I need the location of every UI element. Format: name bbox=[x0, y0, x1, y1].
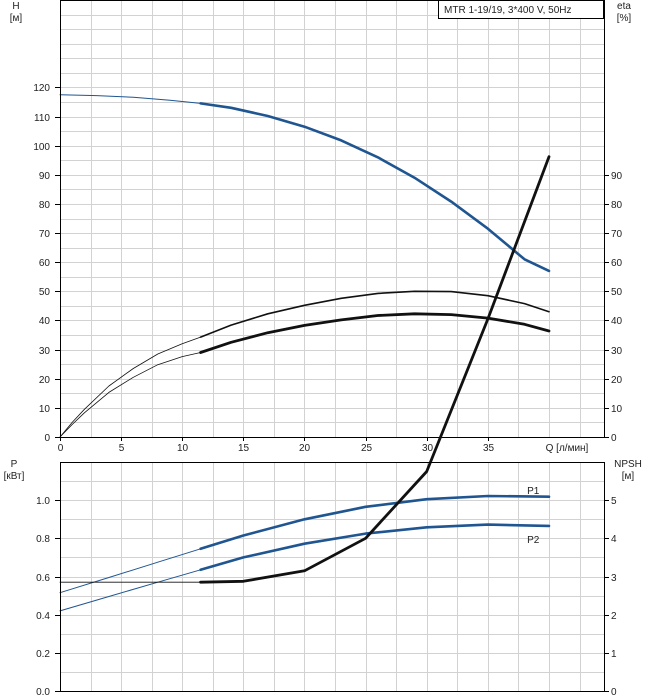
series-p2-thick bbox=[199, 523, 551, 572]
x-tick-label: 25 bbox=[361, 443, 373, 454]
right-tick-label: 5 bbox=[611, 496, 617, 507]
top-grid bbox=[60, 0, 604, 437]
x-tick-label: 20 bbox=[299, 443, 311, 454]
series-npsh-thick bbox=[199, 155, 551, 584]
right-tick-label: 20 bbox=[611, 375, 623, 386]
left-tick-label: 0.4 bbox=[36, 611, 50, 622]
series-eta-lower-thin bbox=[59, 352, 201, 438]
bottom-left-axis-unit: [кВт] bbox=[4, 471, 25, 482]
top-plot-frame bbox=[60, 0, 605, 438]
right-tick-label: 1 bbox=[611, 649, 617, 660]
left-tick-label: 0 bbox=[44, 433, 50, 444]
series-eta-upper-thin bbox=[59, 336, 201, 438]
bottom-left-axis-label: P bbox=[11, 459, 18, 470]
top-left-axis-label: H bbox=[12, 1, 19, 12]
series-p1-thick bbox=[199, 494, 551, 551]
x-tick-label: 35 bbox=[483, 443, 495, 454]
bottom-ticks: 0.0 0.2 0.4 0.6 0.8 1.0 0 1 2 3 4 5 bbox=[36, 496, 617, 698]
right-tick-label: 0 bbox=[611, 687, 617, 698]
left-tick-label: 80 bbox=[39, 200, 51, 211]
series-label-p1: P1 bbox=[527, 486, 540, 497]
right-tick-label: 80 bbox=[611, 200, 623, 211]
legend-box-frame bbox=[438, 0, 604, 19]
left-tick-label: 1.0 bbox=[36, 496, 50, 507]
series-p2-thin bbox=[59, 569, 202, 612]
bottom-grid bbox=[60, 462, 604, 691]
right-tick-label: 60 bbox=[611, 258, 623, 269]
left-tick-label: 10 bbox=[39, 404, 51, 415]
right-tick-label: 40 bbox=[611, 316, 623, 327]
left-tick-label: 100 bbox=[33, 142, 50, 153]
x-tick-label: 10 bbox=[177, 443, 189, 454]
right-tick-label: 0 bbox=[611, 433, 617, 444]
bottom-right-axis-label: NPSH bbox=[614, 459, 642, 470]
right-tick-label: 70 bbox=[611, 229, 623, 240]
top-left-axis-unit: [м] bbox=[10, 13, 23, 24]
top-right-axis-label: eta bbox=[617, 1, 631, 12]
left-tick-label: 0.0 bbox=[36, 687, 50, 698]
right-tick-label: 10 bbox=[611, 404, 623, 415]
series-p1-thin bbox=[59, 548, 202, 594]
left-tick-label: 0.8 bbox=[36, 534, 50, 545]
series-h-thick bbox=[199, 102, 551, 273]
top-series bbox=[59, 94, 551, 438]
left-tick-label: 40 bbox=[39, 316, 51, 327]
x-tick-label: 15 bbox=[238, 443, 250, 454]
left-tick-label: 0.2 bbox=[36, 649, 50, 660]
top-ticks: 0102030405060708090100110120010203040506… bbox=[33, 83, 622, 454]
bottom-series bbox=[59, 155, 551, 612]
series-label-p2: P2 bbox=[527, 535, 540, 546]
left-tick-label: 60 bbox=[39, 258, 51, 269]
top-right-axis-unit: [%] bbox=[617, 13, 632, 24]
left-tick-label: 30 bbox=[39, 346, 51, 357]
right-tick-label: 50 bbox=[611, 287, 623, 298]
left-tick-label: 0.6 bbox=[36, 573, 50, 584]
left-tick-label: 50 bbox=[39, 287, 51, 298]
right-tick-label: 90 bbox=[611, 171, 623, 182]
left-tick-label: 90 bbox=[39, 171, 51, 182]
x-axis-label: Q [л/мин] bbox=[546, 443, 589, 454]
x-tick-label: 5 bbox=[119, 443, 125, 454]
head-efficiency-panel: 0102030405060708090100110120010203040506… bbox=[10, 0, 632, 454]
x-tick-label: 0 bbox=[58, 443, 64, 454]
right-tick-label: 30 bbox=[611, 346, 623, 357]
series-h-thin bbox=[59, 94, 202, 104]
series-eta-upper-thick bbox=[199, 290, 550, 338]
x-tick-label: 30 bbox=[422, 443, 434, 454]
right-tick-label: 3 bbox=[611, 573, 617, 584]
power-npsh-panel: 0.0 0.2 0.4 0.6 0.8 1.0 0 1 2 3 4 5 P [кВт] NPSH [м… bbox=[4, 155, 642, 698]
right-tick-label: 4 bbox=[611, 534, 617, 545]
series-eta-lower-thick bbox=[199, 312, 551, 354]
legend-box: MTR 1-19/19, 3*400 V, 50Hz bbox=[438, 0, 604, 19]
left-tick-label: 110 bbox=[34, 113, 50, 124]
right-tick-label: 2 bbox=[611, 611, 617, 622]
left-tick-label: 20 bbox=[39, 375, 51, 386]
bottom-right-axis-unit: [м] bbox=[622, 471, 635, 482]
left-tick-label: 70 bbox=[39, 229, 51, 240]
legend-box-text: MTR 1-19/19, 3*400 V, 50Hz bbox=[444, 5, 571, 16]
left-tick-label: 120 bbox=[33, 83, 50, 94]
